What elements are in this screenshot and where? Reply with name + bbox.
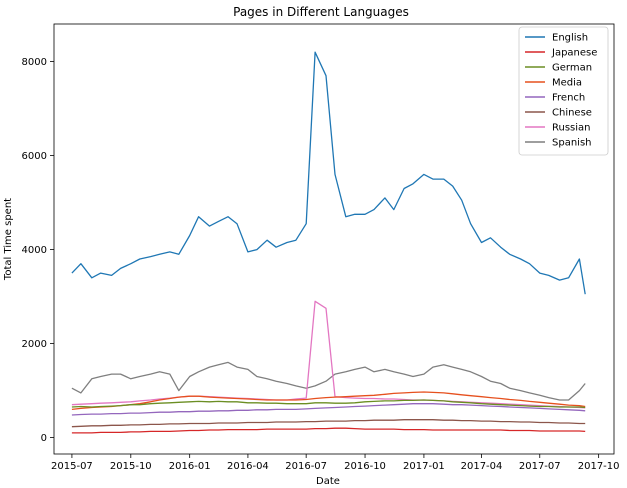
legend-entry: Spanish	[552, 138, 592, 149]
x-tick-label: 2015-10	[110, 461, 152, 472]
legend-entry: Media	[552, 78, 582, 89]
series-line-media	[71, 391, 586, 411]
y-tick-label: 6000	[22, 151, 47, 162]
legend-entry: Japanese	[551, 48, 597, 59]
ticks-layer: 2015-07 2015-10 2016-01 2016-04 2016-07 2016-…	[22, 57, 620, 472]
x-tick-label: 2016-01	[169, 461, 211, 472]
y-tick-label: 8000	[22, 57, 47, 68]
series-line-chinese	[71, 419, 586, 428]
series-line-german	[71, 399, 586, 409]
y-tick-label: 0	[41, 433, 47, 444]
x-tick-label: 2017-07	[519, 461, 561, 472]
series-line-french	[71, 403, 586, 416]
legend-entry: German	[552, 63, 592, 74]
x-axis-label: Date	[316, 476, 340, 487]
y-axis-label: Total Time spent	[3, 198, 14, 281]
legend-entry: Chinese	[552, 108, 592, 119]
legend-entry: English	[552, 33, 588, 44]
x-tick-label: 2017-04	[461, 461, 503, 472]
y-tick-label: 4000	[22, 245, 47, 256]
x-tick-label: 2017-10	[578, 461, 620, 472]
y-tick-label: 2000	[22, 339, 47, 350]
series-line-english	[71, 51, 586, 295]
plot-frame	[53, 23, 615, 455]
series-layer	[71, 51, 586, 434]
x-tick-label: 2017-01	[403, 461, 445, 472]
x-tick-label: 2016-10	[344, 461, 386, 472]
legend-entry: Russian	[552, 123, 591, 134]
legend-box	[518, 26, 609, 156]
x-tick-label: 2015-07	[51, 461, 93, 472]
legend-entry: French	[552, 93, 585, 104]
series-line-japanese	[71, 427, 586, 434]
legend: English Japanese German Media French Chinese R…	[518, 26, 609, 156]
series-line-spanish	[71, 361, 586, 401]
series-line-russian	[71, 300, 586, 409]
x-tick-label: 2016-07	[285, 461, 327, 472]
x-tick-label: 2016-04	[227, 461, 269, 472]
chart-title: Pages in Different Languages	[233, 5, 409, 19]
